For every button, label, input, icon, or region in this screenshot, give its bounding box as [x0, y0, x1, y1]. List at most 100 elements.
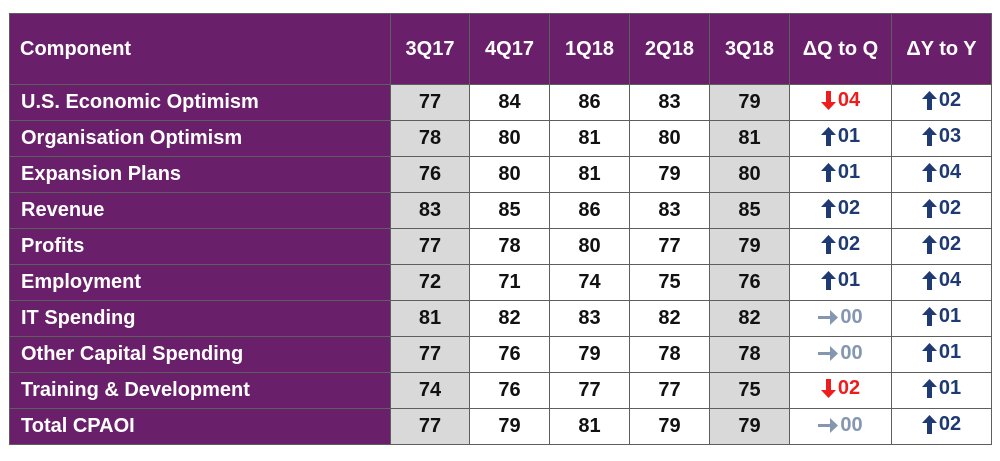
- delta-value: 02: [837, 233, 861, 255]
- delta-qtq-cell: 00: [789, 408, 892, 445]
- table-row: U.S. Economic Optimism 77 84 86 83 79 04 02: [9, 84, 992, 121]
- arrow-up-icon: [921, 307, 937, 326]
- delta-indicator: 00: [818, 414, 863, 437]
- row-label: U.S. Economic Optimism: [9, 84, 391, 121]
- delta-value: 04: [938, 161, 962, 183]
- value-cell: 83: [629, 84, 710, 121]
- value-cell: 83: [390, 192, 470, 229]
- delta-qtq-cell: 04: [789, 84, 892, 121]
- value-cell: 83: [549, 300, 630, 337]
- delta-yty-cell: 02: [891, 192, 992, 229]
- value-cell: 82: [469, 300, 550, 337]
- value-cell: 79: [469, 408, 550, 445]
- row-label: Organisation Optimism: [9, 120, 391, 157]
- value-cell: 81: [390, 300, 470, 337]
- delta-value: 02: [938, 197, 962, 219]
- value-cell: 80: [469, 120, 550, 157]
- value-cell: 77: [629, 228, 710, 265]
- delta-yty-cell: 04: [891, 156, 992, 193]
- value-cell: 77: [390, 336, 470, 373]
- value-cell: 82: [629, 300, 710, 337]
- value-cell: 79: [709, 228, 790, 265]
- value-cell: 77: [390, 228, 470, 265]
- delta-indicator: 03: [921, 125, 962, 148]
- delta-indicator: 04: [820, 89, 860, 112]
- delta-value: 03: [938, 125, 962, 147]
- value-cell: 78: [629, 336, 710, 373]
- value-cell: 82: [709, 300, 790, 337]
- delta-indicator: 01: [921, 341, 962, 364]
- value-cell: 71: [469, 264, 550, 301]
- value-cell: 86: [549, 84, 630, 121]
- value-cell: 81: [709, 120, 790, 157]
- row-label: Training & Development: [9, 372, 391, 409]
- row-label: IT Spending: [9, 300, 391, 337]
- delta-qtq-cell: 00: [789, 300, 892, 337]
- value-cell: 72: [390, 264, 470, 301]
- delta-indicator: 02: [820, 233, 861, 256]
- value-cell: 76: [469, 336, 550, 373]
- delta-value: 02: [837, 197, 861, 219]
- table-row: Organisation Optimism 78 80 81 80 81 01 03: [9, 120, 992, 157]
- value-cell: 76: [469, 372, 550, 409]
- header-row: Component 3Q17 4Q17 1Q18 2Q18 3Q18 ΔQ to…: [9, 13, 992, 85]
- table-row: Training & Development 74 76 77 77 75 02 01: [9, 372, 992, 409]
- arrow-up-icon: [820, 127, 836, 146]
- arrow-up-icon: [820, 163, 836, 182]
- delta-indicator: 00: [818, 342, 863, 365]
- delta-yty-cell: 01: [891, 336, 992, 373]
- table-row: Total CPAOI 77 79 81 79 79 00 02: [9, 408, 992, 445]
- arrow-down-icon: [820, 379, 836, 398]
- value-cell: 79: [549, 336, 630, 373]
- row-label: Total CPAOI: [9, 408, 391, 445]
- arrow-up-icon: [921, 343, 937, 362]
- delta-indicator: 04: [921, 161, 962, 184]
- table-row: IT Spending 81 82 83 82 82 00 01: [9, 300, 992, 337]
- delta-qtq-cell: 01: [789, 264, 892, 301]
- arrow-up-icon: [921, 163, 937, 182]
- value-cell: 74: [549, 264, 630, 301]
- cpaoi-table-container: Component 3Q17 4Q17 1Q18 2Q18 3Q18 ΔQ to…: [9, 13, 992, 448]
- value-cell: 79: [709, 408, 790, 445]
- delta-yty-cell: 02: [891, 84, 992, 121]
- table-body: U.S. Economic Optimism 77 84 86 83 79 04 02 Orga…: [9, 84, 992, 445]
- delta-qtq-cell: 02: [789, 372, 892, 409]
- delta-indicator: 02: [921, 233, 961, 256]
- value-cell: 80: [469, 156, 550, 193]
- delta-qtq-cell: 00: [789, 336, 892, 373]
- value-cell: 77: [390, 408, 470, 445]
- arrow-up-icon: [921, 235, 937, 254]
- arrow-up-icon: [820, 271, 836, 290]
- delta-value: 01: [938, 305, 962, 327]
- value-cell: 81: [549, 156, 630, 193]
- column-header: ΔQ to Q: [789, 13, 892, 85]
- delta-value: 02: [938, 413, 962, 435]
- value-cell: 79: [629, 408, 710, 445]
- value-cell: 83: [629, 192, 710, 229]
- delta-value: 02: [938, 89, 962, 111]
- delta-value: 01: [938, 341, 962, 363]
- delta-indicator: 02: [820, 377, 860, 400]
- table-row: Other Capital Spending 77 76 79 78 78 00 01: [9, 336, 992, 373]
- value-cell: 78: [469, 228, 550, 265]
- delta-value: 01: [938, 377, 962, 399]
- delta-value: 00: [840, 414, 863, 436]
- delta-indicator: 01: [820, 269, 861, 292]
- value-cell: 75: [709, 372, 790, 409]
- delta-value: 00: [840, 342, 863, 364]
- row-label: Expansion Plans: [9, 156, 391, 193]
- delta-yty-cell: 04: [891, 264, 992, 301]
- delta-indicator: 02: [921, 89, 962, 112]
- table-row: Employment 72 71 74 75 76 01 04: [9, 264, 992, 301]
- arrow-up-icon: [820, 235, 836, 254]
- value-cell: 78: [390, 120, 470, 157]
- table-row: Profits 77 78 80 77 79 02 02: [9, 228, 992, 265]
- arrow-right-icon: [818, 418, 839, 433]
- delta-value: 01: [837, 269, 861, 291]
- delta-value: 04: [938, 269, 962, 291]
- delta-indicator: 01: [820, 161, 860, 184]
- table-row: Expansion Plans 76 80 81 79 80 01 04: [9, 156, 992, 193]
- row-label: Other Capital Spending: [9, 336, 391, 373]
- value-cell: 75: [629, 264, 710, 301]
- arrow-up-icon: [820, 199, 836, 218]
